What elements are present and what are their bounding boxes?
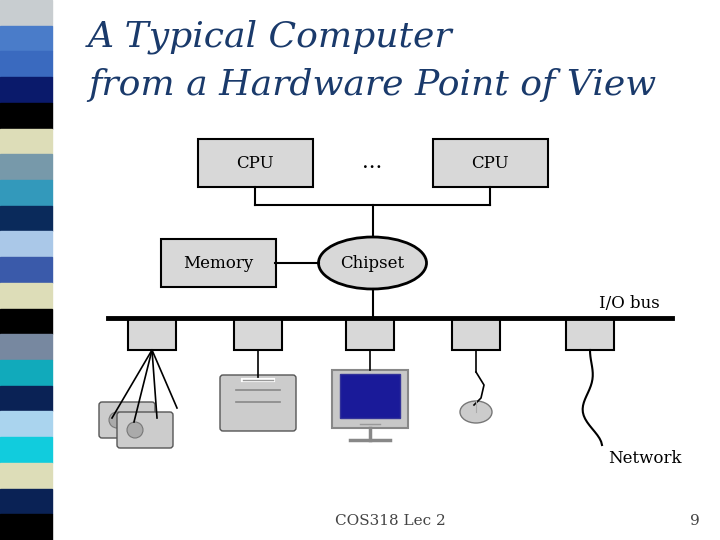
Bar [0, 257, 52, 283]
Bar [0, 489, 52, 514]
Bar [0, 51, 52, 77]
Bar [0, 308, 52, 334]
Bar [0, 386, 52, 411]
Bar [0, 77, 52, 103]
Bar [0, 26, 52, 51]
Text: from a Hardware Point of View: from a Hardware Point of View [88, 68, 656, 102]
FancyBboxPatch shape [128, 318, 176, 350]
Text: CPU: CPU [471, 154, 509, 172]
FancyBboxPatch shape [161, 239, 276, 287]
FancyBboxPatch shape [433, 139, 547, 187]
FancyBboxPatch shape [197, 139, 312, 187]
FancyBboxPatch shape [452, 318, 500, 350]
FancyBboxPatch shape [99, 402, 155, 438]
Text: Network: Network [608, 450, 682, 467]
Circle shape [109, 412, 125, 428]
Bar [0, 154, 52, 180]
Bar [0, 129, 52, 154]
Text: A Typical Computer: A Typical Computer [88, 20, 453, 55]
Bar [0, 283, 52, 308]
Text: COS318 Lec 2: COS318 Lec 2 [335, 514, 446, 528]
FancyBboxPatch shape [566, 318, 614, 350]
Bar [0, 0, 52, 26]
Bar [0, 437, 52, 463]
Text: Chipset: Chipset [341, 254, 405, 272]
FancyBboxPatch shape [234, 318, 282, 350]
Bar [0, 206, 52, 232]
FancyBboxPatch shape [340, 374, 400, 418]
Bar [0, 334, 52, 360]
Text: CPU: CPU [236, 154, 274, 172]
Circle shape [127, 422, 143, 438]
Text: Memory: Memory [183, 254, 253, 272]
Bar [0, 360, 52, 386]
FancyBboxPatch shape [117, 412, 173, 448]
FancyBboxPatch shape [332, 370, 408, 428]
Text: I/O bus: I/O bus [599, 295, 660, 312]
Bar [0, 180, 52, 206]
Text: 9: 9 [690, 514, 700, 528]
FancyBboxPatch shape [220, 375, 296, 431]
Ellipse shape [318, 237, 426, 289]
Bar [0, 463, 52, 489]
Text: ...: ... [362, 153, 382, 172]
Bar [0, 411, 52, 437]
Bar [0, 103, 52, 129]
Bar [0, 514, 52, 540]
Bar [0, 232, 52, 257]
Ellipse shape [460, 401, 492, 423]
FancyBboxPatch shape [346, 318, 394, 350]
